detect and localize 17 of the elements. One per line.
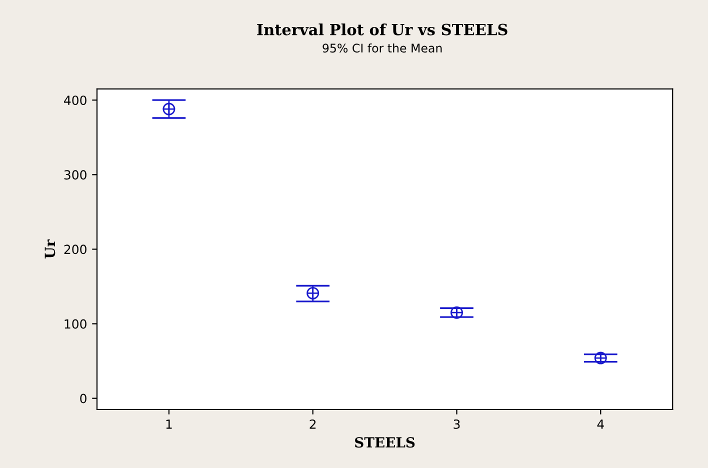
y-tick-label: 0 (80, 394, 86, 404)
point (306, 286, 320, 300)
x-tick-label: 3 (454, 419, 460, 429)
y-axis-title: Ur (44, 239, 56, 258)
x-tick-label: 1 (166, 420, 172, 429)
x-tick-label: 4 (597, 420, 604, 429)
chart-subtitle: 95% CI for the Mean (322, 43, 442, 53)
x-tick-label: 2 (310, 419, 316, 429)
y-tick-label: 400 (64, 96, 86, 106)
point (162, 102, 176, 116)
point (594, 352, 607, 364)
x-axis-title: STEELS (355, 437, 415, 448)
chart-title: Interval Plot of Ur vs STEELS (257, 23, 508, 36)
y-tick-label: 200 (64, 244, 86, 254)
y-tick-label: 100 (64, 319, 86, 329)
y-tick-label: 300 (64, 170, 86, 180)
point (450, 306, 463, 319)
